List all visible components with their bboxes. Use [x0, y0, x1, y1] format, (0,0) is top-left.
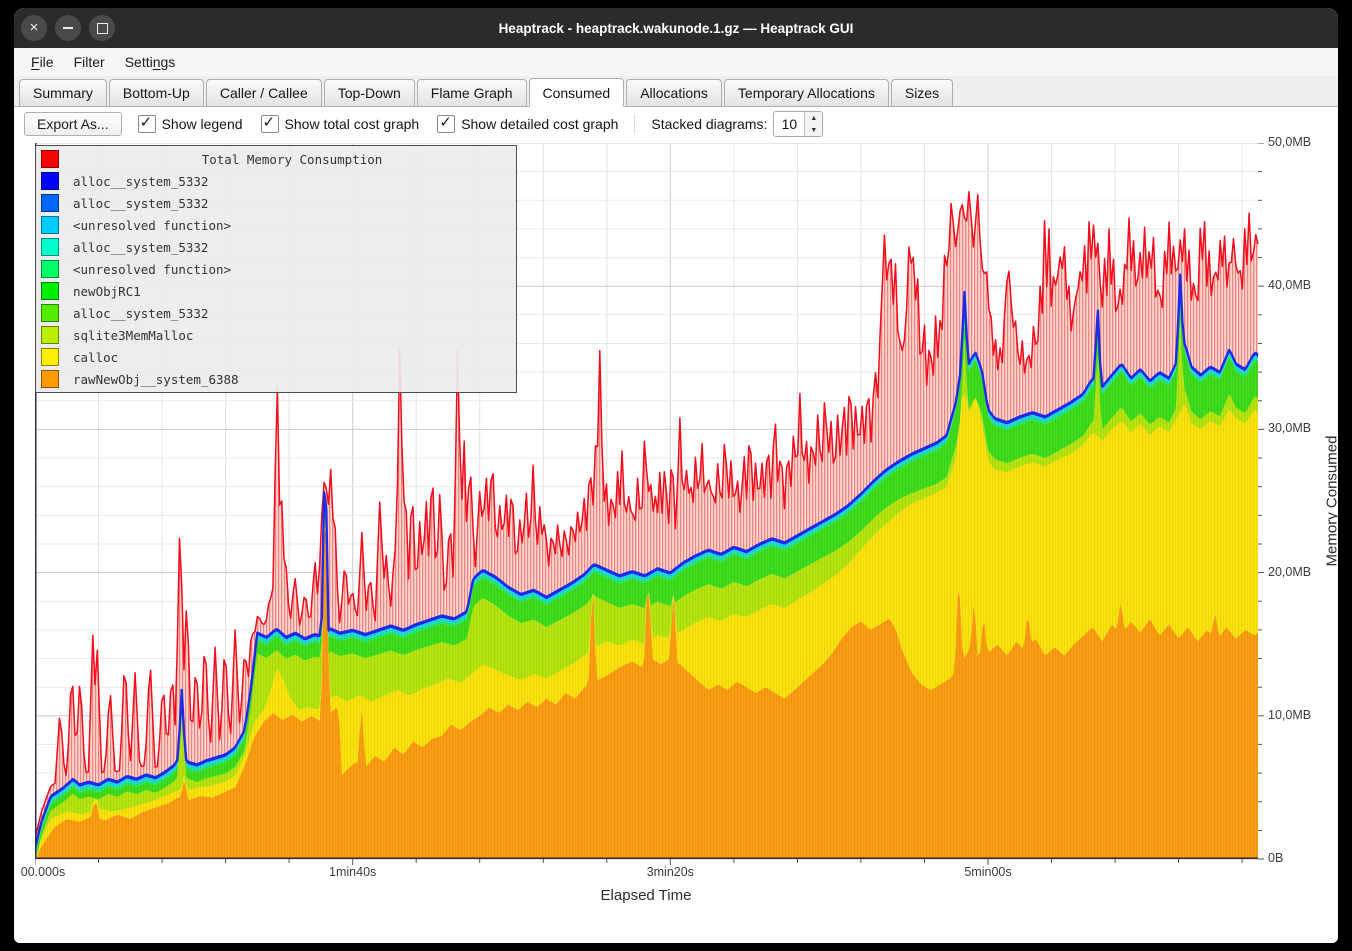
legend-item: sqlite3MemMalloc [41, 324, 511, 346]
tab-sizes[interactable]: Sizes [891, 79, 953, 106]
tab-bottom-up[interactable]: Bottom-Up [109, 79, 204, 106]
chart-legend[interactable]: Total Memory Consumption alloc__system_53… [35, 145, 517, 393]
legend-item: alloc__system_5332 [41, 192, 511, 214]
legend-swatch [41, 260, 59, 278]
legend-swatch [41, 348, 59, 366]
stacked-diagrams-group: Stacked diagrams: 10 ▲ ▼ [651, 111, 823, 137]
menu-settings[interactable]: Settings [116, 51, 185, 73]
tab-top-down[interactable]: Top-Down [324, 79, 415, 106]
legend-swatch [41, 150, 59, 168]
legend-label: Total Memory Consumption [73, 152, 511, 167]
x-tick-label: 5min00s [964, 865, 1011, 879]
legend-label: rawNewObj__system_6388 [73, 372, 239, 387]
legend-item: alloc__system_5332 [41, 170, 511, 192]
legend-item: alloc__system_5332 [41, 302, 511, 324]
menu-file[interactable]: File [22, 51, 63, 73]
stacked-diagrams-value[interactable]: 10 [774, 112, 804, 136]
checkbox-show-legend[interactable]: ✓ Show legend [138, 115, 243, 133]
toolbar-separator [634, 114, 635, 134]
minimize-button[interactable] [55, 15, 81, 41]
legend-item: alloc__system_5332 [41, 236, 511, 258]
tab-bar: SummaryBottom-UpCaller / CalleeTop-DownF… [14, 76, 1338, 107]
y-tick-label: 40,0MB [1268, 278, 1311, 292]
window-controls: × [21, 15, 115, 41]
legend-label: sqlite3MemMalloc [73, 328, 193, 343]
legend-label: newObjRC1 [73, 284, 141, 299]
legend-item: <unresolved function> [41, 214, 511, 236]
legend-item: calloc [41, 346, 511, 368]
legend-swatch [41, 194, 59, 212]
legend-swatch [41, 238, 59, 256]
toolbar: Export As... ✓ Show legend ✓ Show total cos… [14, 107, 1338, 141]
x-tick-label: 3min20s [647, 865, 694, 879]
tab-flame-graph[interactable]: Flame Graph [417, 79, 527, 106]
tab-summary[interactable]: Summary [19, 79, 107, 106]
close-button[interactable]: × [21, 15, 47, 41]
maximize-button[interactable] [89, 15, 115, 41]
title-bar: × Heaptrack - heaptrack.wakunode.1.gz — … [14, 8, 1338, 48]
y-tick-label: 10,0MB [1268, 708, 1311, 722]
x-tick-label: 00.000s [21, 865, 65, 879]
maximize-icon [97, 23, 108, 34]
checkbox-show-detailed-cost-graph[interactable]: ✓ Show detailed cost graph [437, 115, 618, 133]
tab-temporary-allocations[interactable]: Temporary Allocations [724, 79, 889, 106]
legend-label: <unresolved function> [73, 262, 231, 277]
legend-label: alloc__system_5332 [73, 196, 208, 211]
checkbox-icon[interactable]: ✓ [261, 115, 279, 133]
window-title: Heaptrack - heaptrack.wakunode.1.gz — He… [14, 21, 1338, 36]
legend-swatch [41, 326, 59, 344]
legend-label: calloc [73, 350, 118, 365]
legend-item: rawNewObj__system_6388 [41, 368, 511, 390]
y-tick-label: 30,0MB [1268, 421, 1311, 435]
menu-filter[interactable]: Filter [65, 51, 114, 73]
legend-label: <unresolved function> [73, 218, 231, 233]
stacked-diagrams-label: Stacked diagrams: [651, 116, 767, 132]
minimize-icon [63, 27, 73, 29]
export-as-button[interactable]: Export As... [24, 112, 122, 136]
app-window: × Heaptrack - heaptrack.wakunode.1.gz — … [14, 8, 1338, 943]
checkbox-icon[interactable]: ✓ [437, 115, 455, 133]
spin-down-icon[interactable]: ▼ [805, 124, 822, 136]
checkbox-group: ✓ Show legend ✓ Show total cost graph ✓ Show … [138, 115, 619, 133]
legend-swatch [41, 172, 59, 190]
legend-label: alloc__system_5332 [73, 240, 208, 255]
y-tick-label: 50,0MB [1268, 135, 1311, 149]
spinner-buttons: ▲ ▼ [804, 112, 822, 136]
checkbox-label: Show total cost graph [285, 116, 420, 132]
legend-swatch [41, 282, 59, 300]
y-tick-label: 20,0MB [1268, 565, 1311, 579]
checkbox-icon[interactable]: ✓ [138, 115, 156, 133]
legend-label: alloc__system_5332 [73, 306, 208, 321]
legend-swatch [41, 370, 59, 388]
legend-swatch [41, 216, 59, 234]
tab-allocations[interactable]: Allocations [626, 79, 722, 106]
legend-total-row: Total Memory Consumption [41, 148, 511, 170]
x-axis-title: Elapsed Time [601, 887, 692, 904]
tab-caller-callee[interactable]: Caller / Callee [206, 79, 322, 106]
checkbox-label: Show legend [162, 116, 243, 132]
legend-swatch [41, 304, 59, 322]
close-icon: × [30, 20, 39, 35]
legend-item: newObjRC1 [41, 280, 511, 302]
chart-area: Total Memory Consumption alloc__system_53… [14, 141, 1338, 943]
spin-up-icon[interactable]: ▲ [805, 112, 822, 124]
y-tick-label: 0B [1268, 851, 1283, 865]
checkbox-show-total-cost-graph[interactable]: ✓ Show total cost graph [261, 115, 420, 133]
checkbox-label: Show detailed cost graph [461, 116, 618, 132]
legend-item: <unresolved function> [41, 258, 511, 280]
tab-consumed[interactable]: Consumed [529, 78, 625, 107]
legend-label: alloc__system_5332 [73, 174, 208, 189]
menu-bar: FileFilterSettings [14, 48, 1338, 76]
x-tick-label: 1min40s [329, 865, 376, 879]
stacked-diagrams-spinbox[interactable]: 10 ▲ ▼ [773, 111, 823, 137]
y-axis-title: Memory Consumed [1324, 436, 1339, 567]
